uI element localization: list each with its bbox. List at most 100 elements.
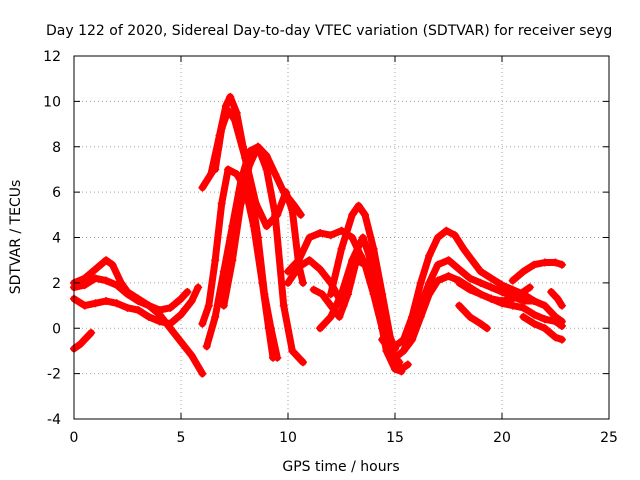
data-point-marker: [262, 222, 271, 231]
x-axis-ticks: 0 5 10 15 20 25: [70, 56, 618, 446]
data-point-marker: [551, 317, 560, 326]
data-point-marker: [318, 290, 327, 299]
data-point-marker: [348, 256, 357, 265]
data-point-marker: [290, 201, 299, 210]
data-point-marker: [416, 278, 425, 287]
data-point-marker: [433, 276, 442, 285]
data-point-marker: [337, 244, 346, 253]
series-pass-4: [70, 274, 207, 378]
data-point-marker: [187, 297, 196, 306]
data-point-marker: [166, 324, 175, 333]
series-trace: [455, 302, 491, 332]
data-point-marker: [530, 260, 539, 269]
data-point-marker: [557, 321, 566, 330]
data-point-marker: [433, 260, 442, 269]
data-point-marker: [483, 324, 492, 333]
data-point-marker: [540, 315, 549, 324]
data-point-marker: [540, 301, 549, 310]
data-point-marker: [288, 346, 297, 355]
data-point-marker: [498, 281, 506, 290]
data-point-marker: [551, 258, 560, 267]
x-tick-label: 25: [600, 430, 618, 446]
data-series-group: [70, 92, 566, 378]
data-point-marker: [91, 299, 100, 308]
data-point-marker: [519, 297, 528, 306]
data-point-marker: [391, 342, 399, 351]
data-point-marker: [450, 231, 459, 240]
data-point-marker: [177, 337, 185, 346]
data-point-marker: [326, 290, 335, 299]
data-point-marker: [455, 278, 464, 287]
y-tick-label: 8: [52, 140, 61, 156]
data-point-marker: [339, 301, 348, 310]
data-point-marker: [217, 124, 226, 133]
x-axis-label: GPS time / hours: [282, 459, 399, 475]
data-point-marker: [198, 183, 207, 192]
data-point-marker: [425, 251, 434, 260]
y-tick-label: 12: [43, 49, 61, 65]
data-point-marker: [433, 233, 442, 242]
y-tick-label: -2: [47, 367, 61, 383]
data-point-marker: [465, 274, 474, 283]
data-point-marker: [254, 142, 263, 151]
data-point-marker: [547, 287, 556, 296]
data-point-marker: [123, 303, 132, 312]
data-point-marker: [369, 244, 378, 253]
data-point-marker: [397, 367, 406, 376]
data-point-marker: [487, 294, 496, 303]
data-point-marker: [226, 92, 235, 101]
data-point-marker: [298, 278, 307, 287]
data-point-marker: [530, 310, 539, 319]
data-point-marker: [337, 290, 346, 299]
series-pass-19: [519, 312, 566, 344]
data-point-marker: [211, 256, 220, 265]
data-point-marker: [403, 360, 412, 369]
data-point-marker: [76, 340, 85, 349]
data-point-marker: [102, 256, 111, 265]
data-point-marker: [211, 165, 220, 174]
series-trace: [211, 106, 307, 287]
data-point-marker: [530, 297, 539, 306]
data-point-marker: [365, 251, 374, 260]
series-pass-21: [455, 278, 534, 306]
data-point-marker: [416, 312, 425, 321]
data-point-marker: [183, 287, 192, 296]
data-point-marker: [476, 290, 485, 299]
data-point-marker: [326, 231, 335, 240]
y-tick-label: 6: [52, 185, 61, 201]
data-point-marker: [108, 260, 117, 269]
y-tick-label: -4: [47, 412, 61, 428]
data-point-marker: [399, 335, 408, 344]
data-point-marker: [519, 267, 528, 276]
data-point-marker: [408, 312, 417, 321]
data-point-marker: [284, 278, 292, 287]
data-point-marker: [553, 294, 562, 303]
data-point-marker: [230, 115, 239, 124]
data-point-marker: [134, 297, 143, 306]
data-point-marker: [508, 276, 517, 285]
series-trace: [455, 279, 534, 305]
data-point-marker: [211, 312, 220, 321]
data-point-marker: [219, 301, 228, 310]
data-point-marker: [305, 256, 314, 265]
data-point-marker: [557, 260, 566, 269]
data-point-marker: [465, 312, 474, 321]
data-point-marker: [202, 342, 211, 351]
data-point-marker: [519, 303, 528, 312]
series-pass-2: [70, 283, 203, 328]
data-point-marker: [262, 151, 271, 160]
data-point-marker: [123, 290, 132, 299]
data-point-marker: [498, 297, 506, 306]
data-point-marker: [386, 335, 395, 344]
y-tick-label: 4: [52, 231, 61, 247]
data-point-marker: [251, 199, 260, 208]
series-trace: [220, 143, 305, 310]
data-point-marker: [354, 201, 363, 210]
data-point-marker: [487, 283, 496, 292]
series-pass-7: [198, 165, 278, 362]
data-point-marker: [279, 188, 288, 197]
x-tick-label: 15: [386, 430, 404, 446]
data-point-marker: [425, 290, 434, 299]
data-point-marker: [444, 256, 453, 265]
data-point-marker: [224, 165, 233, 174]
